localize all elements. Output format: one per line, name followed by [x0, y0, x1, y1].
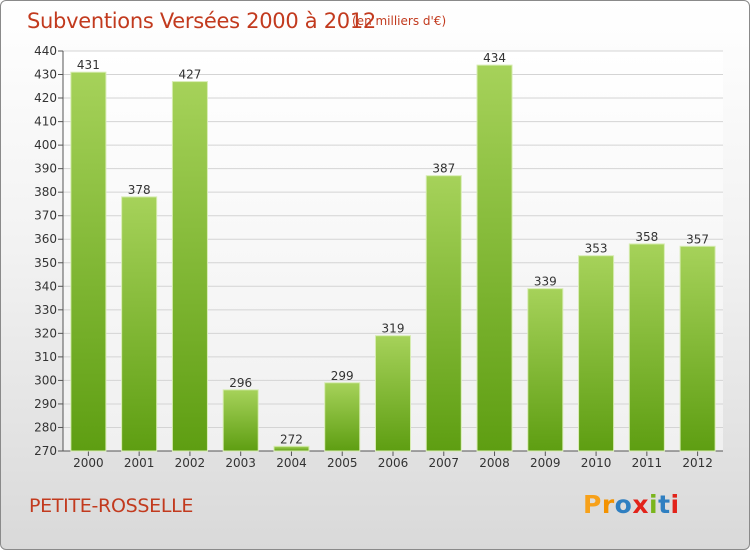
axes: 270 280 290 300 310 320 330 340 350 360 370 380 390 4… — [34, 44, 723, 470]
y-tick-label: 400 — [34, 138, 57, 152]
y-tick-label: 420 — [34, 91, 57, 105]
y-tick-label: 410 — [34, 115, 57, 129]
logo-letter: x — [632, 490, 649, 519]
value-label: 387 — [432, 162, 455, 176]
x-tick-label: 2008 — [479, 456, 510, 470]
value-label: 339 — [534, 275, 557, 289]
y-tick-label: 300 — [34, 373, 57, 387]
y-tick-label: 290 — [34, 397, 57, 411]
y-tick-label: 310 — [34, 350, 57, 364]
value-label: 296 — [229, 376, 252, 390]
y-tick-label: 380 — [34, 185, 57, 199]
y-tick-label: 280 — [34, 420, 57, 434]
x-tick-label: 2009 — [530, 456, 561, 470]
logo-letter: i — [649, 490, 659, 519]
data-labels: 431 378 427 296 272 299 319 387 434 339 353 358 357 — [77, 51, 709, 446]
logo-letter: P — [583, 490, 602, 519]
x-tick-label: 2007 — [428, 456, 459, 470]
y-tick-label: 440 — [34, 44, 57, 58]
bar-2005 — [324, 382, 361, 452]
logo-letter: o — [614, 490, 633, 519]
y-tick-label: 350 — [34, 256, 57, 270]
bar-2009 — [527, 288, 564, 452]
bar-2007 — [425, 175, 462, 452]
value-label: 378 — [128, 183, 151, 197]
value-label: 272 — [280, 432, 303, 446]
y-tick-label: 430 — [34, 68, 57, 82]
chart-units: (en milliers d'€) — [352, 14, 447, 28]
value-label: 427 — [178, 68, 201, 82]
x-tick-label: 2002 — [175, 456, 206, 470]
y-tick-label: 390 — [34, 162, 57, 176]
place-name: PETITE-ROSSELLE — [29, 495, 194, 517]
bar-2006 — [374, 335, 412, 452]
bar-2003 — [222, 389, 259, 452]
value-label: 319 — [382, 322, 405, 336]
value-label: 299 — [331, 369, 354, 383]
value-label: 358 — [635, 230, 658, 244]
x-tick-label: 2011 — [632, 456, 663, 470]
value-label: 434 — [483, 51, 506, 65]
bars — [70, 64, 716, 452]
logo-letter: t — [658, 490, 671, 519]
bar-2004 — [273, 445, 310, 452]
value-label: 357 — [686, 232, 709, 246]
y-tick-label: 340 — [34, 279, 57, 293]
x-tick-label: 2010 — [581, 456, 612, 470]
logo-letter: i — [670, 490, 680, 519]
y-tick-label: 370 — [34, 209, 57, 223]
x-tick-label: 2001 — [124, 456, 155, 470]
y-tick-label: 270 — [34, 444, 57, 458]
x-tick-label: 2003 — [225, 456, 256, 470]
y-tick-label: 330 — [34, 303, 57, 317]
value-label: 431 — [77, 58, 100, 72]
chart-title: Subventions Versées 2000 à 2012 — [27, 9, 376, 33]
bar-2012 — [679, 245, 716, 452]
bar-2000 — [70, 71, 107, 452]
y-tick-label: 320 — [34, 326, 57, 340]
bar-2011 — [628, 243, 665, 452]
x-tick-label: 2006 — [378, 456, 409, 470]
proxiti-logo: Proxiti — [583, 490, 680, 519]
x-tick-label: 2000 — [73, 456, 104, 470]
x-tick-label: 2012 — [682, 456, 713, 470]
x-tick-label: 2004 — [276, 456, 307, 470]
bar-2002 — [171, 81, 208, 452]
x-tick-label: 2005 — [327, 456, 358, 470]
bar-2001 — [121, 196, 158, 452]
logo-letter: r — [601, 490, 615, 519]
bar-2010 — [578, 255, 615, 452]
bar-2008 — [476, 64, 513, 452]
value-label: 353 — [585, 242, 608, 256]
y-tick-label: 360 — [34, 232, 57, 246]
